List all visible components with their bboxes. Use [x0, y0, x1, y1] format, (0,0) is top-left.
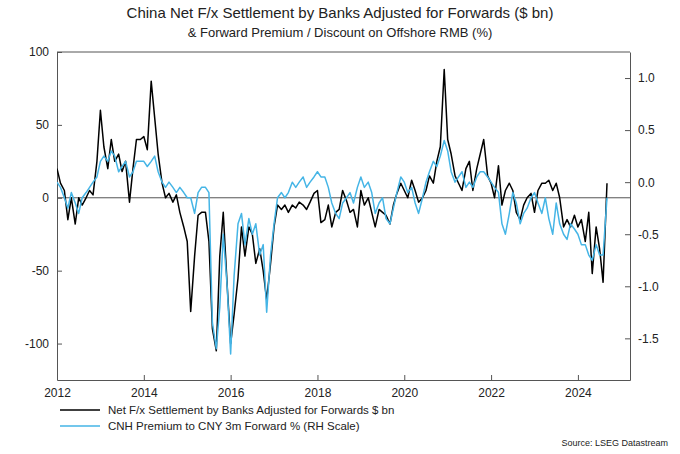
x-tick-label: 2016: [218, 386, 245, 400]
series-line: [57, 69, 607, 350]
x-tick-mark: [578, 375, 579, 380]
series-line: [57, 141, 607, 354]
x-tick: 2018: [305, 375, 332, 400]
y2-tick: 0.0: [625, 175, 655, 189]
x-tick-mark: [404, 375, 405, 380]
x-axis-line: [58, 380, 631, 381]
y-tick-label: -50: [32, 264, 50, 278]
y2-tick-mark: [625, 78, 630, 79]
y2-tick-mark: [625, 130, 630, 131]
y2-tick: -0.5: [625, 228, 659, 242]
y2-tick: 1.0: [625, 71, 655, 85]
source: Source: LSEG Datastream: [561, 438, 668, 448]
x-tick-label: 2012: [44, 386, 71, 400]
x-tick-label: 2024: [565, 386, 592, 400]
legend-label: Net F/x Settlement by Banks Adjusted for…: [108, 404, 394, 416]
y-tick-label: 0: [42, 191, 49, 205]
x-tick-label: 2022: [478, 386, 505, 400]
legend-label: CNH Premium to CNY 3m Forward % (RH Scal…: [108, 420, 360, 432]
zero-line: [57, 197, 630, 198]
y-tick-label: 50: [36, 118, 50, 132]
legend-swatch: [60, 425, 100, 427]
y2-tick-mark: [625, 182, 630, 183]
y-tick-mark: [57, 125, 62, 126]
y-tick: 50: [36, 118, 62, 132]
y2-axis: -1.5 -1.0 -0.5 0.0 0.5 1.0: [625, 53, 659, 381]
y2-tick-label: 1.0: [638, 71, 655, 85]
y-tick-mark: [57, 271, 62, 272]
chart: China Net F/x Settlement by Banks Adjust…: [0, 0, 680, 454]
y-axis: -100 -50 0 50 100: [25, 45, 62, 380]
y-tick-mark: [57, 344, 62, 345]
y-tick-mark: [57, 52, 62, 53]
legend-swatch: [60, 409, 100, 411]
y2-tick: 0.5: [625, 123, 655, 137]
y2-tick: -1.5: [625, 332, 659, 346]
y-tick: 0: [42, 191, 62, 205]
y-tick-mark: [57, 198, 62, 199]
subtitle: & Forward Premium / Discount on Offshore…: [188, 25, 493, 40]
y2-tick-label: -1.0: [638, 280, 659, 294]
legend: Net F/x Settlement by Banks Adjusted for…: [60, 404, 394, 432]
x-tick-mark: [317, 375, 318, 380]
x-tick-label: 2018: [305, 386, 332, 400]
y2-tick-mark: [625, 286, 630, 287]
y2-tick-label: -1.5: [638, 332, 659, 346]
frame: [57, 52, 630, 53]
x-tick: 2016: [218, 375, 245, 400]
x-tick: 2024: [565, 375, 592, 400]
y-tick: 100: [29, 45, 62, 59]
x-tick-mark: [491, 375, 492, 380]
x-tick-mark: [231, 375, 232, 380]
x-axis: 2012 2014 2016 2018 2020 2022 2024: [44, 375, 630, 400]
y-tick: -100: [25, 337, 62, 351]
y2-tick-label: -0.5: [638, 228, 659, 242]
x-tick-label: 2014: [131, 386, 158, 400]
plot-area: [57, 69, 607, 353]
y2-tick-mark: [625, 338, 630, 339]
y2-axis-line: [630, 53, 631, 381]
y-axis-line: [57, 53, 58, 381]
y2-tick: -1.0: [625, 280, 659, 294]
y2-tick-label: 0.5: [638, 123, 655, 137]
title: China Net F/x Settlement by Banks Adjust…: [127, 4, 554, 21]
x-tick: 2022: [478, 375, 505, 400]
x-tick: 2014: [131, 375, 158, 400]
x-tick-label: 2020: [391, 386, 418, 400]
y-tick: -50: [32, 264, 62, 278]
y-tick-label: -100: [25, 337, 49, 351]
x-tick: 2020: [391, 375, 418, 400]
y2-tick-mark: [625, 234, 630, 235]
x-tick-mark: [144, 375, 145, 380]
y-tick-label: 100: [29, 45, 49, 59]
y2-tick-label: 0.0: [638, 175, 655, 189]
